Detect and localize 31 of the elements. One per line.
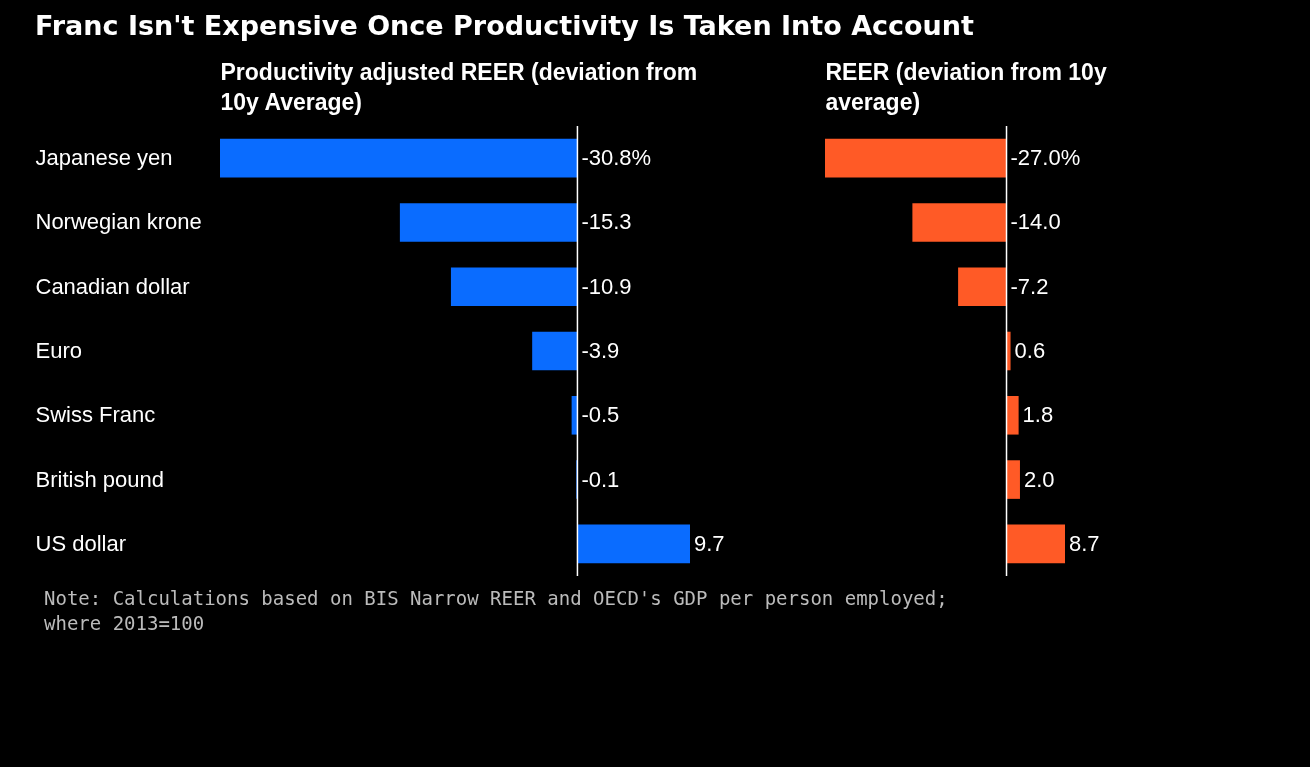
bar [1006,524,1065,564]
y-tick-label: US dollar [35,530,126,556]
y-tick-label: Euro [35,338,82,363]
data-label: 0.6 [1014,338,1046,363]
data-label: -10.9 [581,273,632,299]
data-label: -0.5 [581,402,620,428]
text: Note: Calculations based on BIS Narrow REER and OECD's GDP per person employed; where 2013=100 [44,586,949,636]
y-tick-label: Norwegian krone [35,209,202,235]
x-axis-title: Productivity adjusted REER (deviation from 10y Average) [220,58,698,115]
bar [825,138,1007,178]
data-label: -30.8% [581,145,652,171]
bar [1006,460,1020,499]
data-label: 8.7 [1069,530,1100,556]
y-tick-label: Canadian dollar [35,273,190,299]
data-label: 9.7 [694,530,725,556]
data-label: -0.1 [581,466,620,492]
y-tick-label: Swiss Franc [35,402,156,428]
chart-title: Franc Isn't Expensive Once Productivity Is Taken Into Account [35,10,975,41]
bar [912,203,1007,242]
data-label: 2.0 [1023,466,1055,492]
data-label: -27.0% [1010,145,1081,171]
x-axis-title: REER (deviation from 10y average) [825,58,1107,115]
data-label: 1.8 [1022,402,1054,428]
y-tick-label: British pound [35,466,164,492]
data-label: -7.2 [1010,273,1049,299]
data-label: -3.9 [581,338,620,363]
data-label: -15.3 [581,209,632,235]
bar [958,267,1007,306]
data-label: -14.0 [1010,209,1061,235]
bar [1006,396,1019,435]
y-tick-label: Japanese yen [35,145,173,171]
